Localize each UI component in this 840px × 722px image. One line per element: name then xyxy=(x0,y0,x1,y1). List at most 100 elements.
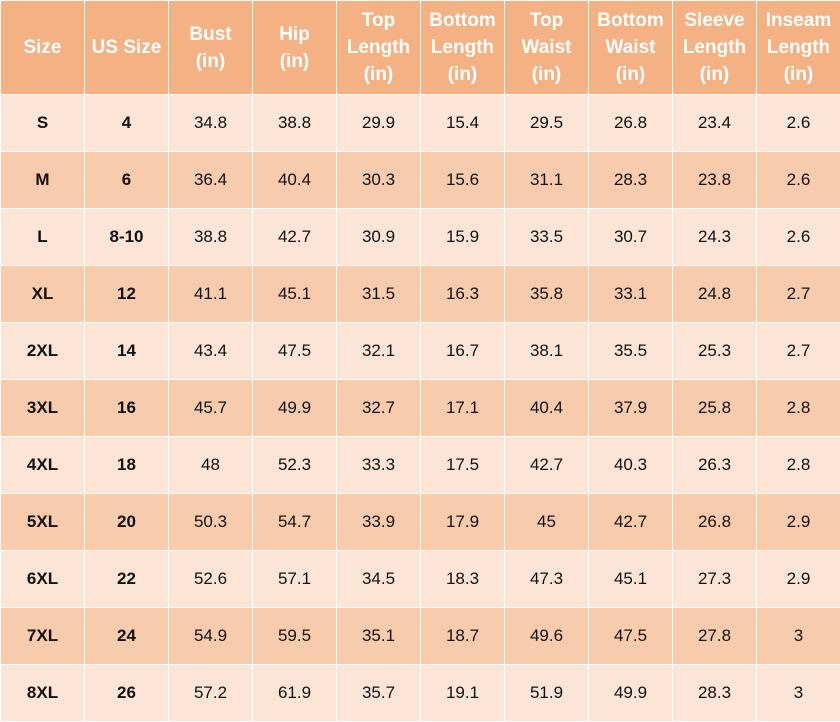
table-cell-top-waist: 33.5 xyxy=(505,209,589,266)
table-cell-size: L xyxy=(1,209,85,266)
table-cell-hip: 49.9 xyxy=(253,380,337,437)
column-header-line: Size xyxy=(1,34,84,61)
table-cell-top-waist: 35.8 xyxy=(505,266,589,323)
table-cell-sleeve-length: 23.8 xyxy=(673,152,757,209)
table-cell-bust: 57.2 xyxy=(169,665,253,722)
table-cell-hip: 57.1 xyxy=(253,551,337,608)
table-cell-hip: 52.3 xyxy=(253,437,337,494)
table-cell-bottom-length: 17.5 xyxy=(421,437,505,494)
table-cell-sleeve-length: 25.3 xyxy=(673,323,757,380)
column-header-line: Length xyxy=(673,34,756,61)
column-header-line: (in) xyxy=(337,61,420,88)
table-cell-size: S xyxy=(1,95,85,152)
table-cell-bottom-length: 15.6 xyxy=(421,152,505,209)
column-header-line: Bottom xyxy=(421,7,504,34)
column-header-line: (in) xyxy=(505,61,588,88)
table-cell-bottom-waist: 28.3 xyxy=(589,152,673,209)
table-cell-top-waist: 51.9 xyxy=(505,665,589,722)
table-cell-size: 5XL xyxy=(1,494,85,551)
table-cell-top-waist: 49.6 xyxy=(505,608,589,665)
table-cell-size: 8XL xyxy=(1,665,85,722)
column-header-line: Hip xyxy=(253,21,336,48)
table-cell-size: XL xyxy=(1,266,85,323)
table-cell-top-length: 30.3 xyxy=(337,152,421,209)
table-cell-top-waist: 45 xyxy=(505,494,589,551)
table-cell-bottom-length: 19.1 xyxy=(421,665,505,722)
table-cell-bottom-waist: 33.1 xyxy=(589,266,673,323)
table-cell-bottom-waist: 37.9 xyxy=(589,380,673,437)
table-cell-sleeve-length: 24.8 xyxy=(673,266,757,323)
table-cell-hip: 42.7 xyxy=(253,209,337,266)
table-cell-inseam-length: 2.9 xyxy=(757,494,840,551)
column-header-line: (in) xyxy=(673,61,756,88)
table-cell-bottom-waist: 26.8 xyxy=(589,95,673,152)
table-cell-inseam-length: 2.6 xyxy=(757,209,840,266)
table-cell-size: 3XL xyxy=(1,380,85,437)
table-cell-inseam-length: 2.7 xyxy=(757,323,840,380)
table-cell-hip: 47.5 xyxy=(253,323,337,380)
table-cell-size: 2XL xyxy=(1,323,85,380)
column-header-line: Length xyxy=(757,34,840,61)
column-header-line: Bust xyxy=(169,21,252,48)
table-cell-bust: 54.9 xyxy=(169,608,253,665)
table-cell-sleeve-length: 24.3 xyxy=(673,209,757,266)
table-cell-us-size: 8-10 xyxy=(85,209,169,266)
table-cell-bust: 41.1 xyxy=(169,266,253,323)
table-cell-bust: 52.6 xyxy=(169,551,253,608)
column-header-line: (in) xyxy=(169,48,252,75)
table-cell-us-size: 18 xyxy=(85,437,169,494)
table-cell-top-waist: 42.7 xyxy=(505,437,589,494)
table-cell-top-waist: 40.4 xyxy=(505,380,589,437)
table-cell-inseam-length: 3 xyxy=(757,665,840,722)
table-cell-top-waist: 29.5 xyxy=(505,95,589,152)
table-cell-inseam-length: 2.6 xyxy=(757,152,840,209)
table-cell-bust: 48 xyxy=(169,437,253,494)
table-cell-top-length: 35.1 xyxy=(337,608,421,665)
column-header-line: Inseam xyxy=(757,7,840,34)
column-header-line: Bottom xyxy=(589,7,672,34)
table-cell-top-waist: 31.1 xyxy=(505,152,589,209)
table-cell-bottom-waist: 40.3 xyxy=(589,437,673,494)
column-header-line: Length xyxy=(421,34,504,61)
table-cell-size: 4XL xyxy=(1,437,85,494)
table-cell-us-size: 24 xyxy=(85,608,169,665)
column-header-us-size: US Size xyxy=(85,1,169,95)
table-cell-bottom-waist: 47.5 xyxy=(589,608,673,665)
table-cell-us-size: 12 xyxy=(85,266,169,323)
table-cell-sleeve-length: 23.4 xyxy=(673,95,757,152)
table-cell-bottom-waist: 45.1 xyxy=(589,551,673,608)
table-cell-inseam-length: 2.8 xyxy=(757,437,840,494)
table-cell-sleeve-length: 27.3 xyxy=(673,551,757,608)
table-cell-us-size: 16 xyxy=(85,380,169,437)
column-header-line: Top xyxy=(505,7,588,34)
table-cell-sleeve-length: 26.8 xyxy=(673,494,757,551)
table-cell-bottom-waist: 49.9 xyxy=(589,665,673,722)
table-cell-bottom-length: 16.3 xyxy=(421,266,505,323)
table-cell-us-size: 20 xyxy=(85,494,169,551)
table-cell-hip: 45.1 xyxy=(253,266,337,323)
table-cell-inseam-length: 3 xyxy=(757,608,840,665)
column-header-line: (in) xyxy=(757,61,840,88)
table-cell-top-waist: 47.3 xyxy=(505,551,589,608)
column-header-line: Top xyxy=(337,7,420,34)
table-cell-bottom-length: 17.9 xyxy=(421,494,505,551)
column-header-line: (in) xyxy=(589,61,672,88)
table-cell-bottom-waist: 30.7 xyxy=(589,209,673,266)
column-header-line: Waist xyxy=(589,34,672,61)
table-cell-top-length: 35.7 xyxy=(337,665,421,722)
table-cell-us-size: 6 xyxy=(85,152,169,209)
table-cell-bust: 43.4 xyxy=(169,323,253,380)
table-cell-inseam-length: 2.7 xyxy=(757,266,840,323)
